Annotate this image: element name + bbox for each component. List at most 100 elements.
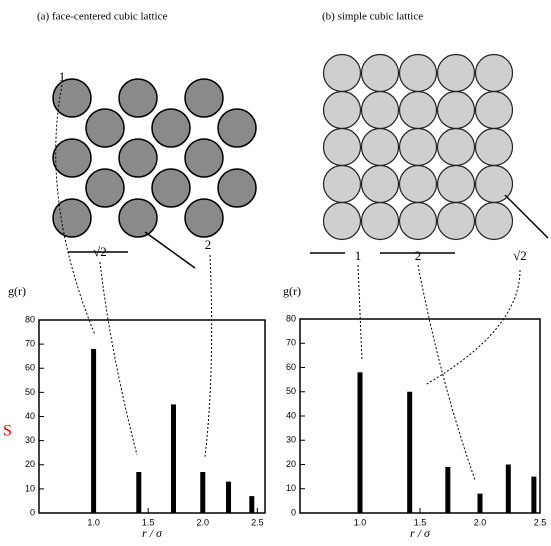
y-tick-label: 80 <box>25 314 35 324</box>
lattice-sphere <box>436 201 476 241</box>
y-tick-label: 60 <box>25 363 35 373</box>
y-tick-label: 20 <box>286 459 296 469</box>
bar <box>136 471 142 513</box>
lattice-sphere <box>217 168 257 208</box>
distance-label: 2 <box>205 237 212 252</box>
lattice-sphere <box>85 168 125 208</box>
lattice-sphere <box>398 53 438 93</box>
distance-label: 1 <box>355 248 362 263</box>
lattice-sphere <box>85 108 125 148</box>
bar <box>477 493 483 513</box>
bar <box>445 466 451 513</box>
x-tick-label: 2.0 <box>197 517 210 527</box>
y-axis-label: g(r) <box>8 284 26 298</box>
lattice-sphere <box>474 201 514 241</box>
lattice-sphere <box>118 138 158 178</box>
y-tick-label: 80 <box>286 313 296 323</box>
panel-title: (b) simple cubic lattice <box>322 11 423 23</box>
dimension-line <box>504 194 549 239</box>
lattice-sphere <box>436 127 476 167</box>
lattice-sphere <box>360 53 400 93</box>
x-tick-label: 2.5 <box>251 517 264 527</box>
y-tick-label: 0 <box>30 507 35 517</box>
bar <box>200 471 206 513</box>
bar <box>505 464 511 513</box>
y-tick-label: 10 <box>25 483 35 493</box>
lattice-sphere <box>322 127 362 167</box>
lattice-sphere <box>398 164 438 204</box>
x-tick-label: 2.0 <box>474 517 487 527</box>
lattice-sphere <box>322 201 362 241</box>
x-tick-label: 1.5 <box>142 517 155 527</box>
lattice-sphere <box>52 78 92 118</box>
lattice-sphere <box>118 198 158 238</box>
lattice-sphere <box>436 53 476 93</box>
y-tick-label: 20 <box>25 459 35 469</box>
bar <box>249 496 255 513</box>
bar <box>531 476 537 513</box>
guide-arrow <box>417 264 476 481</box>
lattice-sphere <box>398 201 438 241</box>
lattice-sphere <box>474 90 514 130</box>
bar <box>91 348 97 513</box>
y-tick-label: 0 <box>291 507 296 517</box>
lattice-sphere <box>118 78 158 118</box>
lattice-sphere <box>52 138 92 178</box>
y-tick-label: 40 <box>25 411 35 421</box>
y-tick-label: 70 <box>25 339 35 349</box>
y-axis-label: g(r) <box>283 284 301 298</box>
y-tick-label: 50 <box>25 387 35 397</box>
y-tick-label: 50 <box>286 386 296 396</box>
bar <box>226 481 232 513</box>
guide-arrow <box>204 254 213 458</box>
distance-label: √2 <box>93 244 107 259</box>
guide-arrow <box>424 269 521 386</box>
lattice-sphere <box>184 78 224 118</box>
lattice-sphere <box>360 127 400 167</box>
y-tick-label: 30 <box>25 435 35 445</box>
margin-text: S <box>3 423 12 440</box>
y-tick-label: 30 <box>286 435 296 445</box>
y-tick-label: 70 <box>286 338 296 348</box>
lattice-sphere <box>474 53 514 93</box>
lattice-sphere <box>217 108 257 148</box>
lattice-sphere <box>436 164 476 204</box>
lattice-sphere <box>184 198 224 238</box>
x-tick-label: 2.5 <box>534 517 547 527</box>
panel-title: (a) face-centered cubic lattice <box>37 11 167 23</box>
lattice-sphere <box>474 127 514 167</box>
x-tick-label: 1.5 <box>414 517 427 527</box>
guide-arrow <box>55 84 96 336</box>
x-tick-label: 1.0 <box>354 517 367 527</box>
lattice-sphere <box>360 201 400 241</box>
y-tick-label: 10 <box>286 483 296 493</box>
lattice-sphere <box>360 90 400 130</box>
guide-arrow <box>357 264 363 361</box>
distance-label: √2 <box>513 248 527 263</box>
lattice-sphere <box>184 138 224 178</box>
lattice-sphere <box>151 108 191 148</box>
bar <box>357 372 363 513</box>
bar <box>171 404 177 513</box>
distance-label: 1 <box>59 69 66 84</box>
lattice-sphere <box>322 164 362 204</box>
bar <box>407 391 413 513</box>
x-axis-label: r / σ <box>142 526 163 540</box>
lattice-sphere <box>322 90 362 130</box>
x-tick-label: 1.0 <box>87 517 100 527</box>
dimension-line <box>144 231 196 269</box>
x-axis-label: r / σ <box>410 526 431 540</box>
plot-frame <box>38 319 266 514</box>
distance-label: 2 <box>415 248 422 263</box>
lattice-sphere <box>360 164 400 204</box>
lattice-sphere <box>436 90 476 130</box>
y-tick-label: 60 <box>286 362 296 372</box>
lattice-sphere <box>151 168 191 208</box>
lattice-sphere <box>398 127 438 167</box>
plot-frame <box>299 318 541 514</box>
lattice-sphere <box>398 90 438 130</box>
lattice-sphere <box>52 198 92 238</box>
lattice-sphere <box>322 53 362 93</box>
guide-arrow <box>99 261 138 456</box>
